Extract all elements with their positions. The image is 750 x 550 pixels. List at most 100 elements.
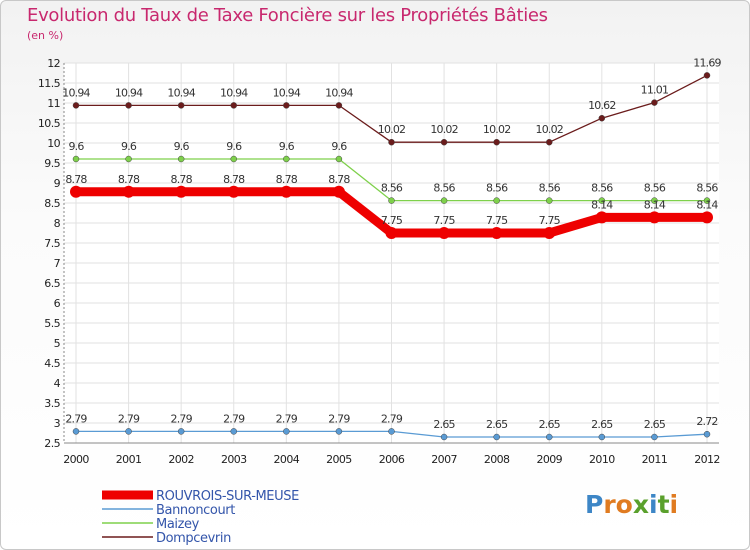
y-tick-label: 6 — [54, 297, 61, 310]
data-label: 10.02 — [430, 123, 458, 136]
data-label: 2.65 — [486, 418, 508, 431]
logo-letter: i — [669, 490, 679, 519]
data-point — [493, 433, 500, 441]
y-tick-label: 4.5 — [44, 357, 60, 370]
data-label: 8.78 — [118, 173, 140, 186]
data-point — [283, 102, 290, 109]
data-label: 8.56 — [539, 182, 561, 195]
y-tick-label: 10 — [47, 137, 60, 150]
data-point — [177, 102, 185, 109]
series-group — [70, 72, 713, 441]
data-point — [440, 138, 448, 146]
x-tick-label: 2006 — [379, 453, 405, 466]
data-point — [388, 197, 395, 204]
data-label: 8.14 — [591, 198, 613, 211]
data-point — [595, 211, 608, 224]
logo-letter: P — [585, 490, 604, 519]
data-label: 10.94 — [62, 86, 90, 99]
data-label: 8.14 — [644, 198, 666, 211]
data-label: 7.75 — [539, 214, 561, 227]
data-point — [385, 227, 398, 239]
chart-title: Evolution du Taux de Taxe Foncière sur l… — [27, 5, 548, 26]
data-label: 10.94 — [220, 86, 248, 99]
data-label: 2.79 — [276, 412, 298, 425]
data-point — [490, 227, 503, 239]
data-point — [335, 155, 343, 163]
logo-letter: x — [632, 490, 649, 519]
y-tick-label: 12 — [47, 57, 60, 70]
data-label: 9.6 — [331, 140, 347, 153]
x-tick-label: 2000 — [63, 453, 89, 466]
y-tick-label: 3 — [54, 417, 61, 430]
data-label: 8.78 — [276, 173, 298, 186]
x-tick-label: 2010 — [589, 453, 615, 466]
data-label: 8.78 — [171, 173, 193, 186]
y-tick-label: 7 — [54, 257, 61, 270]
chart-subtitle: (en %) — [27, 29, 64, 42]
legend-label: Dompcevrin — [156, 531, 231, 546]
data-label: 10.94 — [325, 86, 353, 99]
data-label: 10.02 — [536, 123, 564, 136]
data-label: 8.56 — [433, 182, 455, 195]
data-point — [280, 185, 293, 198]
axes — [63, 63, 719, 444]
data-point — [72, 102, 80, 109]
data-point — [335, 428, 343, 435]
data-label: 2.79 — [223, 412, 245, 425]
data-point — [125, 102, 132, 109]
data-point — [543, 227, 556, 239]
y-tick-label: 8.5 — [44, 197, 60, 210]
data-point — [227, 185, 240, 198]
x-tick-label: 2012 — [694, 453, 720, 466]
data-point — [598, 433, 606, 441]
data-label: 8.78 — [223, 173, 245, 186]
data-point — [335, 102, 343, 109]
data-point — [125, 155, 132, 163]
data-label: 2.65 — [539, 418, 561, 431]
y-tick-label: 9 — [54, 177, 61, 190]
data-point — [440, 433, 448, 441]
data-point — [70, 185, 82, 198]
data-label: 2.79 — [65, 412, 87, 425]
data-point — [438, 227, 451, 239]
y-tick-label: 5 — [54, 337, 61, 350]
proxiti-logo: Proxiti — [585, 490, 678, 519]
y-axis-ticks: 2.5 3 3.5 4 4.5 5 5.5 6 6.5 7 7.5 8 8.5 9 9.5 10 10.5 11 1… — [38, 57, 61, 450]
data-point — [283, 155, 290, 163]
data-point — [701, 211, 713, 224]
x-tick-label: 2003 — [221, 453, 247, 466]
data-point — [493, 138, 500, 146]
data-point — [598, 114, 606, 122]
data-label: 10.62 — [588, 99, 616, 112]
data-point — [651, 99, 658, 106]
y-tick-label: 2.5 — [44, 437, 60, 450]
y-tick-label: 6.5 — [44, 277, 60, 290]
data-point — [703, 197, 711, 204]
data-label: 7.75 — [381, 214, 403, 227]
data-point — [546, 433, 553, 441]
data-label: 11.01 — [641, 84, 669, 97]
data-label: 8.78 — [328, 173, 350, 186]
x-tick-label: 2009 — [536, 453, 562, 466]
data-label: 11.69 — [693, 56, 721, 69]
data-label: 10.02 — [378, 123, 406, 136]
data-point — [230, 102, 237, 109]
x-tick-label: 2008 — [484, 453, 510, 466]
data-label: 8.56 — [696, 182, 718, 195]
data-label: 9.6 — [68, 140, 84, 153]
y-tick-label: 5.5 — [44, 317, 60, 330]
data-label: 9.6 — [226, 140, 242, 153]
data-label: 2.79 — [118, 412, 140, 425]
grid-lines — [64, 62, 719, 444]
data-label: 2.65 — [644, 418, 666, 431]
data-label: 9.6 — [121, 140, 137, 153]
data-point — [651, 433, 658, 441]
data-point — [440, 197, 448, 204]
y-tick-label: 8 — [54, 217, 61, 230]
data-label: 2.65 — [591, 418, 613, 431]
x-tick-label: 2005 — [326, 453, 352, 466]
data-point — [546, 197, 553, 204]
data-point — [493, 197, 500, 204]
data-point — [648, 211, 661, 224]
